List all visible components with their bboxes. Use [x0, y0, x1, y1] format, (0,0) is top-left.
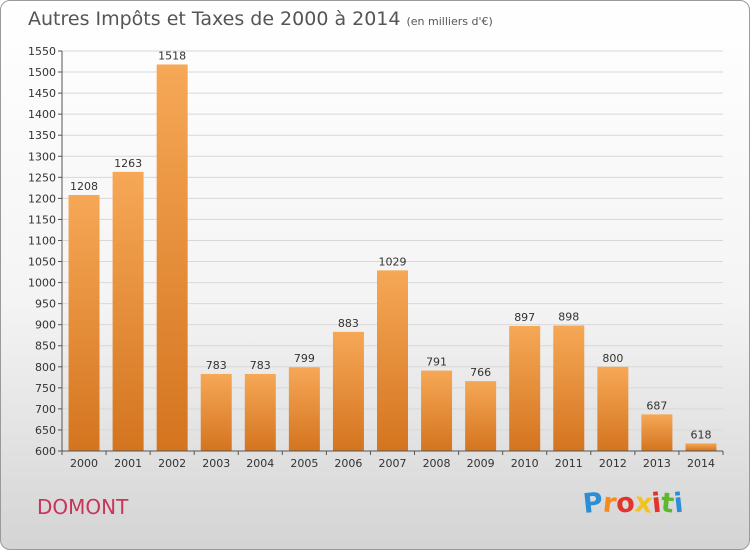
data-label-2005: 799: [294, 352, 315, 365]
y-tick-label: 600: [35, 445, 56, 458]
data-label-2010: 897: [514, 311, 535, 324]
proxiti-logo: Proxiti: [581, 487, 686, 520]
y-tick-label: 800: [35, 361, 56, 374]
bar-2008: [421, 370, 453, 451]
y-tick-label: 1050: [28, 256, 56, 269]
y-tick-label: 1250: [28, 171, 56, 184]
data-label-2014: 618: [690, 428, 711, 441]
title-text: Autres Impôts et Taxes de 2000 à 2014: [28, 8, 401, 30]
x-tick-label: 2005: [290, 457, 318, 470]
unit-label: (en milliers d'€): [406, 15, 493, 28]
x-tick-label: 2012: [599, 457, 627, 470]
y-tick-label: 750: [35, 382, 56, 395]
bar-2013: [641, 414, 673, 451]
bar-2007: [377, 270, 408, 451]
logo-letter: i: [672, 487, 686, 520]
y-tick-label: 1000: [28, 277, 56, 290]
data-label-2000: 1208: [70, 180, 98, 193]
bar-2012: [597, 366, 629, 451]
x-tick-label: 2013: [643, 457, 671, 470]
y-tick-label: 1300: [28, 150, 56, 163]
y-axis-ticks: 600 650 700 750 800 850 900 950 1000 1050 1100 1150…: [28, 45, 62, 458]
x-tick-label: 2010: [511, 457, 539, 470]
data-label-2001: 1263: [114, 157, 142, 170]
bar-2002: [156, 64, 188, 451]
y-tick-label: 1200: [28, 192, 56, 205]
bar-2011: [553, 325, 585, 451]
x-tick-label: 2006: [334, 457, 362, 470]
data-label-2002: 1518: [158, 49, 186, 62]
bar-2004: [244, 373, 276, 451]
x-tick-label: 2003: [202, 457, 230, 470]
x-tick-label: 2007: [379, 457, 407, 470]
x-tick-label: 2008: [423, 457, 451, 470]
bar-2010: [509, 325, 541, 451]
bar-2001: [112, 171, 144, 451]
data-label-2007: 1029: [379, 255, 407, 268]
x-tick-label: 2000: [70, 457, 98, 470]
y-tick-label: 1550: [28, 45, 56, 58]
data-labels: 1208 1263 1518 783 783 799 883 1029 791 766 897 898…: [70, 49, 711, 441]
y-tick-label: 650: [35, 424, 56, 437]
x-tick-label: 2002: [158, 457, 186, 470]
y-tick-label: 950: [35, 298, 56, 311]
data-label-2008: 791: [426, 356, 447, 369]
x-tick-label: 2009: [467, 457, 495, 470]
x-tick-label: 2001: [114, 457, 142, 470]
data-label-2012: 800: [602, 352, 623, 365]
bar-2003: [200, 373, 232, 451]
x-tick-label: 2011: [555, 457, 583, 470]
bars: [68, 64, 717, 451]
data-label-2011: 898: [558, 311, 579, 324]
x-tick-label: 2014: [687, 457, 715, 470]
bar-2009: [465, 381, 497, 451]
x-tick-label: 2004: [246, 457, 274, 470]
place-name: DOMONT: [37, 495, 129, 519]
data-label-2009: 766: [470, 366, 491, 379]
bar-2000: [68, 195, 100, 451]
bar-2006: [332, 331, 364, 451]
y-tick-label: 1150: [28, 213, 56, 226]
x-axis-ticks: 2000 2001 2002 2003 2004 2005 2006 2007 2008 2009…: [61, 451, 724, 470]
y-tick-label: 1400: [28, 108, 56, 121]
y-tick-label: 1500: [28, 66, 56, 79]
data-label-2004: 783: [250, 359, 271, 372]
y-tick-label: 1350: [28, 129, 56, 142]
bar-2014: [685, 443, 717, 451]
bar-2005: [288, 367, 320, 451]
y-tick-label: 1450: [28, 87, 56, 100]
data-label-2013: 687: [646, 399, 667, 412]
y-tick-label: 900: [35, 319, 56, 332]
y-tick-label: 1100: [28, 234, 56, 247]
y-tick-label: 850: [35, 340, 56, 353]
y-tick-label: 700: [35, 403, 56, 416]
chart-title: Autres Impôts et Taxes de 2000 à 2014 (en…: [28, 8, 493, 30]
data-label-2003: 783: [206, 359, 227, 372]
data-label-2006: 883: [338, 317, 359, 330]
